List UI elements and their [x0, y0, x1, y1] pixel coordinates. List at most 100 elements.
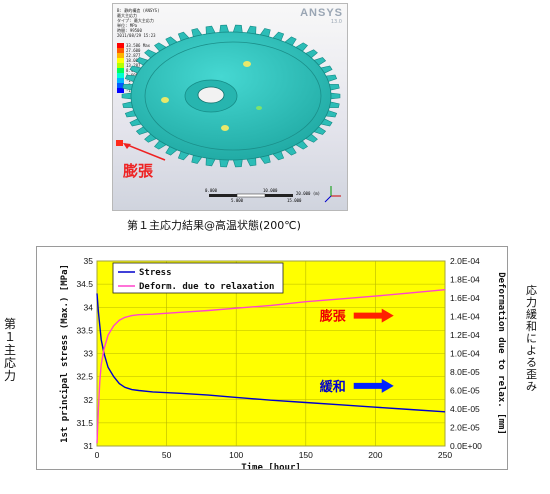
gear-tooth: [330, 92, 341, 100]
scale-tick: 5.000: [231, 198, 244, 203]
gear-tooth: [329, 101, 340, 108]
fea-info-line: 時間: 99500: [117, 28, 142, 33]
side-label-char: 力: [4, 369, 17, 383]
annotation-arrow: [353, 378, 394, 393]
ansys-version: 13.0: [330, 19, 342, 25]
axis-triad-icon: [324, 186, 341, 203]
y-right-tick-label: 1.4E-04: [450, 312, 480, 322]
legend-row: 13.287: [117, 63, 150, 68]
gear-bore: [197, 86, 225, 104]
legend-swatch: [117, 83, 124, 88]
stress-deformation-chart: 31 31.5 32 32.5 33 33.5 34 34.5 35 0 50 100 150 200 25…: [59, 256, 507, 469]
legend-swatch: [117, 43, 124, 48]
y-left-tick-label: 32: [84, 395, 94, 405]
y-right-tick-label: 1.2E-04: [450, 330, 480, 340]
expansion-callout-label: 膨張: [123, 162, 154, 180]
legend-swatch: [117, 53, 124, 58]
fea-info-line: 最大主応力: [117, 13, 137, 18]
legend-label: Stress: [139, 268, 172, 278]
y-left-tick-label: 34.5: [76, 279, 93, 289]
y-left-tick-label: 34: [84, 302, 94, 312]
gear-tooth: [121, 92, 132, 100]
legend-row: 22.877: [117, 53, 150, 58]
ansys-logo: ANSYS: [300, 7, 343, 19]
series-line: [96, 293, 446, 413]
gear-tooth: [219, 24, 230, 33]
y-left-tick-label: 33: [84, 349, 94, 359]
y-right-tick-label: 8.0E-05: [450, 367, 480, 377]
side-label-char: １: [4, 330, 17, 344]
side-label-char: 和: [526, 320, 537, 333]
legend-value: 27.600: [126, 48, 141, 53]
legend-value: 18.082: [126, 58, 141, 63]
y-left-tick-label: 31: [84, 441, 94, 451]
right-side-label: 応力緩和による歪み: [526, 285, 540, 393]
side-label-char: 力: [526, 296, 537, 309]
legend-box: [112, 262, 284, 294]
legend-row: 33.586 Max: [117, 43, 150, 48]
y-right-tick-label: 1.8E-04: [450, 275, 480, 285]
y-left-tick-label: 33.5: [76, 325, 93, 335]
bolt-hole-stress: [256, 106, 262, 110]
legend-row: 18.082: [117, 58, 150, 63]
legend-row: 27.600: [117, 48, 150, 53]
gear-tooth: [329, 84, 340, 91]
side-label-char: み: [526, 380, 537, 393]
fea-info-line: タイプ: 最大主応力: [117, 18, 154, 23]
gear-tooth: [232, 159, 243, 168]
side-label-char: 歪: [526, 368, 537, 381]
legend-swatch: [117, 48, 124, 53]
fea-caption: 第１主応力結果@高温状態(200℃): [127, 219, 301, 232]
gear-tooth: [232, 24, 243, 33]
legend-value: 33.586 Max: [126, 43, 151, 48]
scale-tick: 10.000: [263, 188, 278, 193]
gear-tooth: [122, 84, 133, 91]
x-tick-label: 0: [95, 450, 100, 460]
x-tick-label: 100: [229, 450, 243, 460]
legend-swatch: [117, 68, 124, 73]
fea-result-image: B: 静的構造 (ANSYS) 最大主応力 タイプ: 最大主応力 単位: MPa…: [112, 3, 348, 211]
gear-rim-line: [144, 41, 322, 151]
y-right-axis-label: Deformation due to relax. [mm]: [496, 272, 507, 435]
y-left-tick-label: 31.5: [76, 418, 93, 428]
annotation-arrow: [353, 308, 394, 323]
y-right-tick-label: 1.0E-04: [450, 349, 480, 359]
y-right-tick-label: 2.0E-05: [450, 423, 480, 433]
series-line: [96, 289, 446, 444]
y-left-tick-label: 32.5: [76, 372, 93, 382]
chart-panel: 31 31.5 32 32.5 33 33.5 34 34.5 35 0 50 100 150 200 25…: [36, 246, 508, 470]
legend-label: Deform. due to relaxation: [139, 281, 274, 292]
fea-info-line: 単位: MPa: [117, 23, 138, 28]
side-label-char: 応: [4, 356, 17, 370]
stress-hotspot: [116, 140, 123, 146]
x-tick-label: 150: [299, 450, 313, 460]
gear-model: 0.000 10.000 20.000 (m) 5.000 15.000: [116, 24, 341, 203]
y-right-tick-label: 4.0E-05: [450, 404, 480, 414]
y-right-tick-label: 6.0E-05: [450, 386, 480, 396]
scale-tick: 0.000: [205, 188, 218, 193]
y-left-tick-label: 35: [84, 256, 94, 266]
y-left-axis-label: 1st principal stress (Max.) [MPa]: [59, 264, 70, 443]
annotation-label: 膨張: [319, 309, 347, 325]
legend-value: 13.287: [126, 63, 141, 68]
gear-teeth: [121, 24, 341, 168]
side-label-char: 第: [4, 317, 17, 331]
bolt-hole-stress: [221, 125, 229, 131]
x-tick-label: 50: [162, 450, 172, 460]
side-label-char: 緩: [526, 308, 537, 321]
annotation-label: 緩和: [320, 379, 346, 395]
legend-swatch: [117, 78, 124, 83]
scale-bar: 0.000 10.000 20.000 (m) 5.000 15.000: [205, 188, 320, 203]
y-right-tick-label: 0.0E+00: [450, 441, 482, 451]
y-right-tick-label: 1.6E-04: [450, 293, 480, 303]
x-axis-label: Time [hour]: [241, 462, 301, 469]
x-tick-label: 250: [438, 450, 452, 460]
callout-line: [124, 143, 166, 161]
legend-value: 22.877: [126, 53, 141, 58]
side-label-char: よ: [526, 344, 537, 357]
legend-swatch: [117, 63, 124, 68]
side-label-char: 応: [526, 284, 537, 297]
legend-swatch: [117, 73, 124, 78]
scale-tick: 20.000 (m): [296, 191, 320, 196]
